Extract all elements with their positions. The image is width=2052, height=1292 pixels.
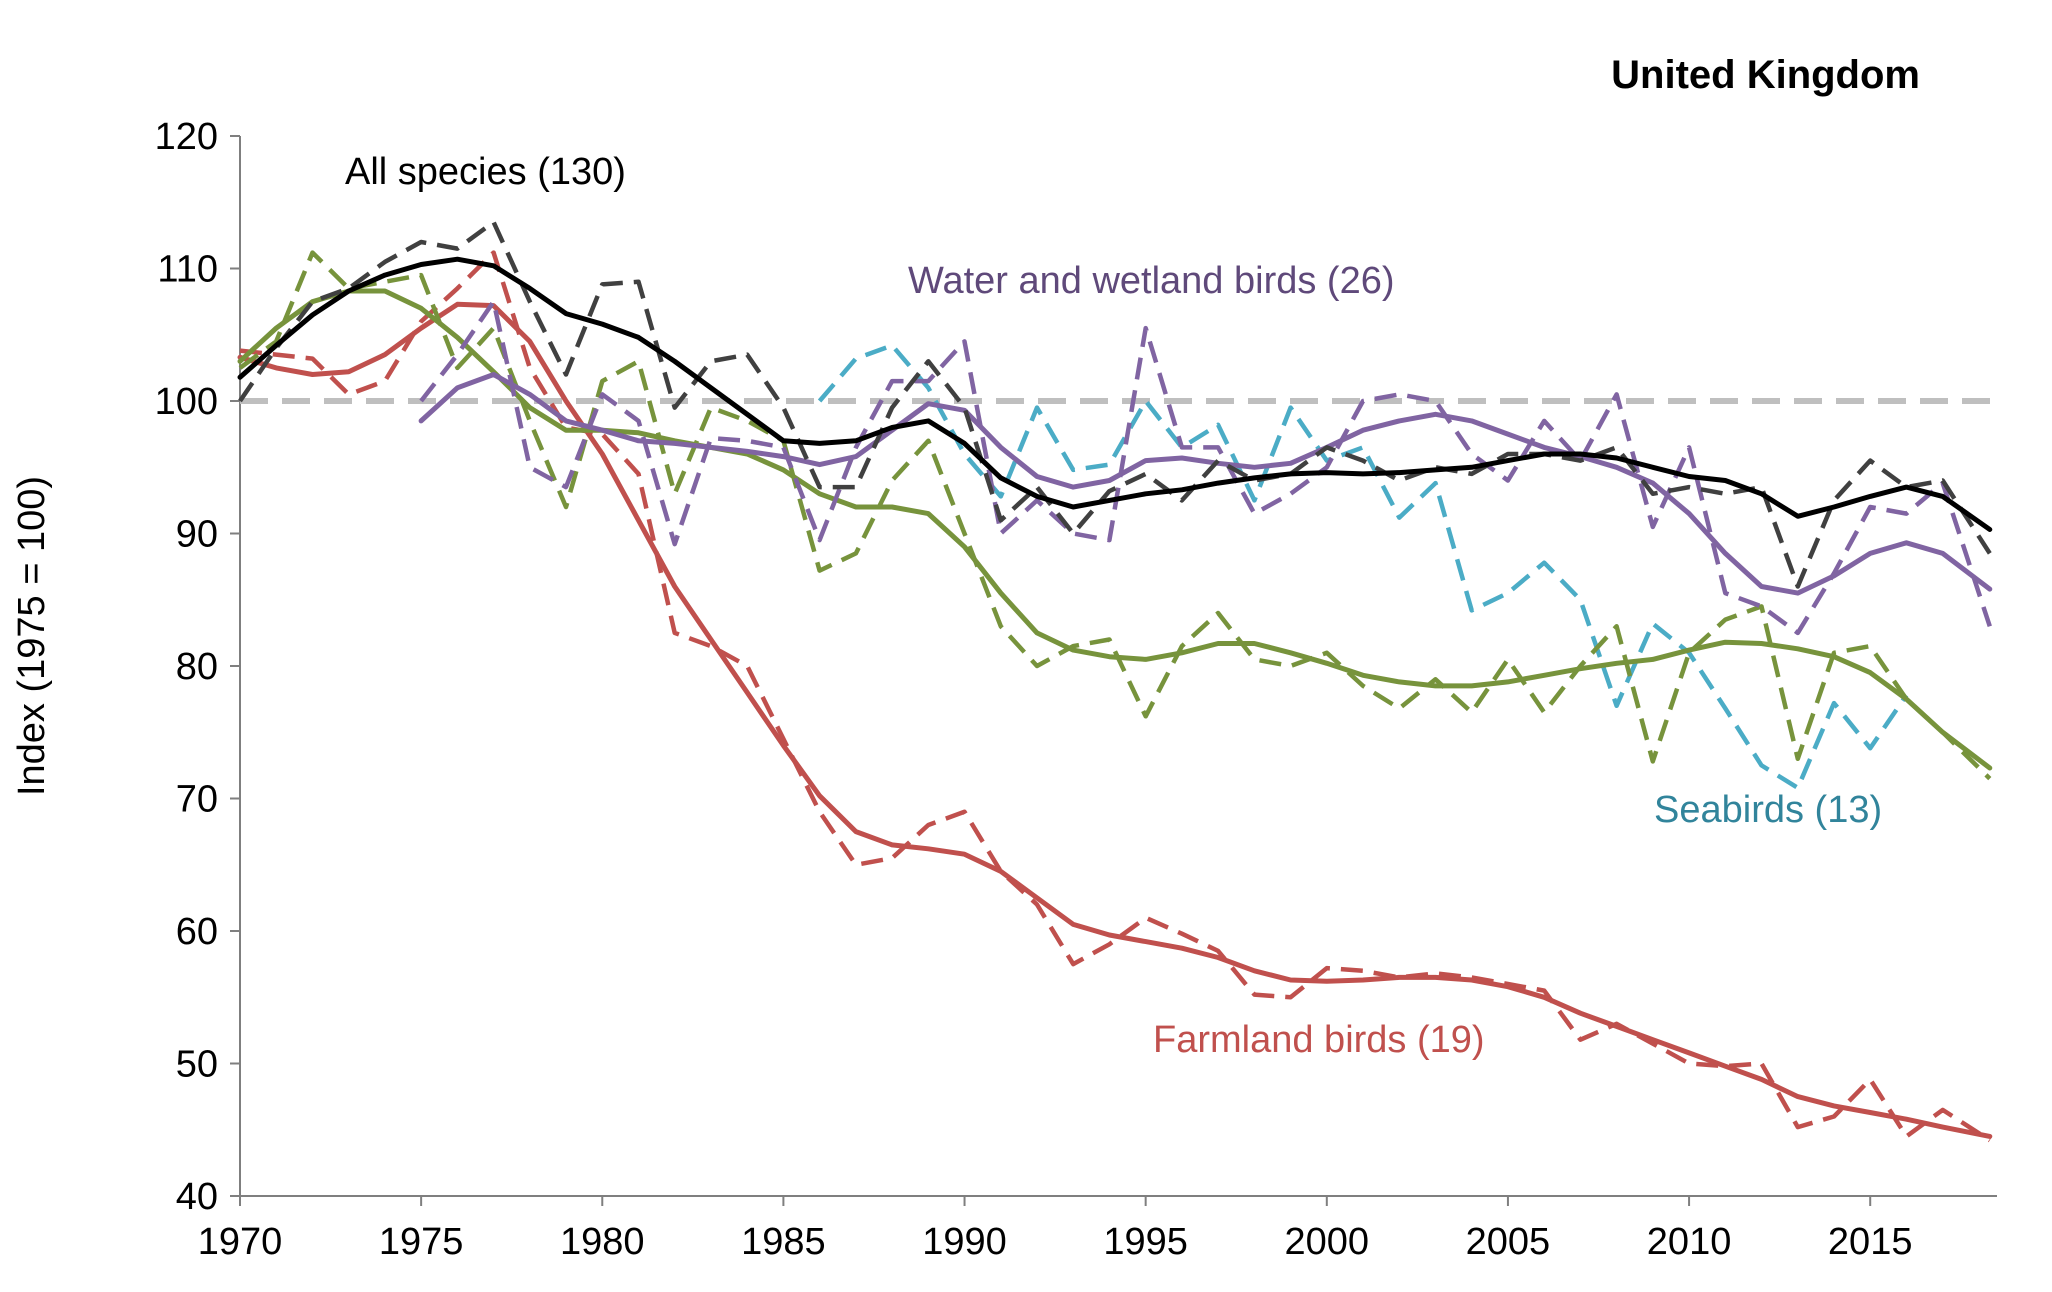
y-tick-label: 70: [176, 779, 218, 821]
x-tick-label: 2015: [1828, 1221, 1913, 1263]
x-tick-label: 2000: [1285, 1221, 1370, 1263]
x-tick-label: 2005: [1466, 1221, 1551, 1263]
x-tick-label: 1985: [741, 1221, 826, 1263]
farmland-birds-smoothed-line: [237, 301, 1993, 1139]
chart-title: United Kingdom: [1611, 53, 1920, 97]
label-layer: United Kingdom Index (1975 = 100) All sp…: [11, 53, 1920, 1061]
series-layer: [237, 219, 1993, 1143]
x-tick-label: 1995: [1103, 1221, 1188, 1263]
y-tick-label: 110: [157, 249, 218, 291]
y-tick-label: 80: [176, 646, 218, 688]
annotation-seabirds: Seabirds (13): [1654, 789, 1882, 831]
woodland-birds-index-line: [238, 250, 1992, 781]
x-tick-label: 1980: [560, 1221, 645, 1263]
y-tick-label: 90: [176, 514, 218, 556]
y-axis-label: Index (1975 = 100): [11, 476, 53, 796]
y-tick-label: 40: [176, 1176, 218, 1218]
farmland-birds-index-line: [239, 250, 1992, 1143]
all-species-index-line: [238, 219, 1992, 589]
seabirds-index-line: [817, 343, 1909, 791]
x-tick-label: 2010: [1647, 1221, 1732, 1263]
annotation-farmland-birds: Farmland birds (19): [1153, 1019, 1485, 1061]
woodland-birds-smoothed-line: [237, 288, 1993, 771]
axes: 40 50 60 70 80 90 100 110 120 1970 1975 1980 1985 199…: [155, 116, 1997, 1263]
y-tick-label: 100: [155, 381, 218, 423]
y-tick-label: 120: [155, 116, 218, 158]
water-and-wetland-birds-smoothed-line: [418, 372, 1993, 596]
y-tick-label: 50: [176, 1044, 218, 1086]
annotation-water-wetland-birds: Water and wetland birds (26): [908, 260, 1395, 302]
y-tick-label: 60: [176, 911, 218, 953]
all-species-smoothed-line: [237, 256, 1993, 532]
x-tick-label: 1990: [922, 1221, 1007, 1263]
annotation-all-species: All species (130): [345, 151, 626, 193]
x-tick-label: 1970: [198, 1221, 283, 1263]
x-tick-label: 1975: [379, 1221, 464, 1263]
